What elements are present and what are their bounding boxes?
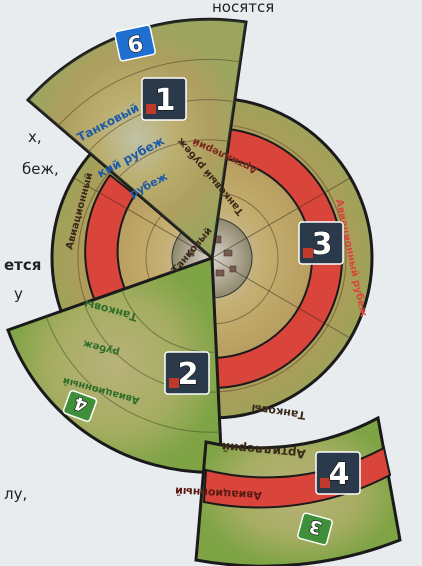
badge-4[interactable]: 4 bbox=[315, 451, 361, 495]
badge-6-number: 6 bbox=[125, 32, 145, 60]
badge-1[interactable]: 1 bbox=[141, 77, 187, 121]
wedge-top-left-tint bbox=[28, 19, 246, 258]
badge-2[interactable]: 2 bbox=[164, 351, 210, 395]
label-aviation-bottom: Авиационный bbox=[175, 484, 262, 502]
badge-2-number: 2 bbox=[178, 357, 199, 392]
page-text-e: лу, bbox=[4, 485, 28, 503]
badge-6[interactable]: 6 bbox=[114, 24, 156, 62]
page-text-a: х, bbox=[28, 128, 42, 146]
page-text-c: ется bbox=[4, 256, 42, 274]
badge-3-small[interactable]: 3 bbox=[297, 512, 333, 546]
badge-1-number: 1 bbox=[155, 83, 176, 118]
badge-3-number: 3 bbox=[312, 227, 333, 262]
page-text-d: у bbox=[14, 285, 23, 303]
page-text-top: носятся bbox=[212, 0, 275, 16]
page-text-b: беж, bbox=[22, 160, 59, 178]
badge-3[interactable]: 3 bbox=[298, 221, 344, 265]
wedge-bottom-left bbox=[6, 255, 224, 474]
badge-3-small-number: 3 bbox=[307, 515, 325, 539]
badge-4-small[interactable]: 4 bbox=[62, 390, 98, 422]
badge-4-number: 4 bbox=[329, 457, 350, 492]
